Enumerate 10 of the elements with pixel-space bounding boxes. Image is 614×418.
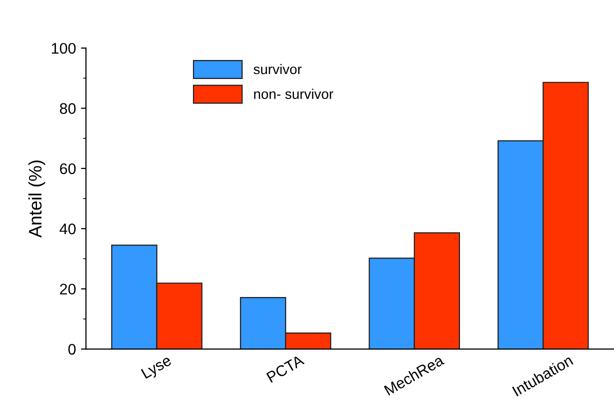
y-tick-label: 80 <box>60 103 76 114</box>
y-tick-label: 60 <box>60 163 76 174</box>
y-axis-title: Anteil (%) <box>28 160 46 238</box>
y-tick-label: 0 <box>68 344 76 355</box>
legend-label: survivor <box>254 64 302 74</box>
y-tick-label: 40 <box>60 224 76 234</box>
legend-label: non- survivor <box>254 88 334 99</box>
x-tick-label: Lyse <box>140 354 174 382</box>
y-tick-label: 20 <box>60 284 76 295</box>
y-tick-label: 100 <box>52 42 76 54</box>
